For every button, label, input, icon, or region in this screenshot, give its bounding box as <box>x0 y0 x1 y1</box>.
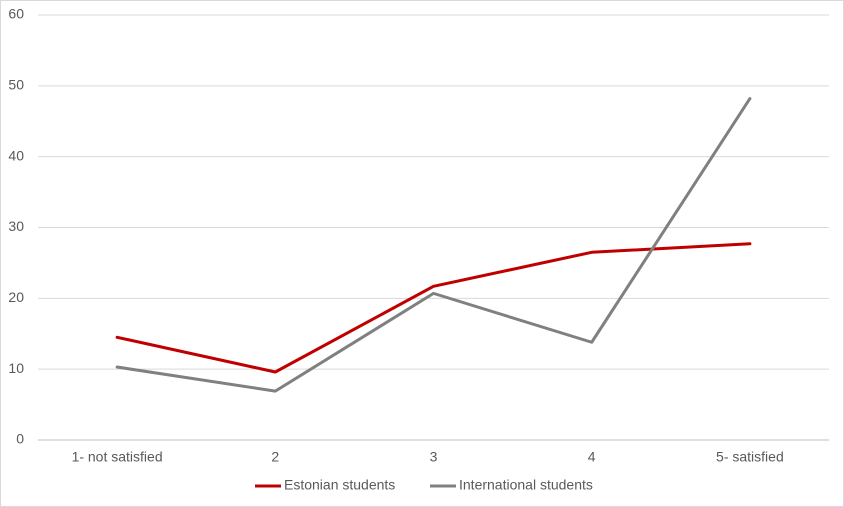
series-line <box>115 97 752 393</box>
x-tick-label: 4 <box>588 449 596 465</box>
x-tick-label: 1- not satisfied <box>72 449 163 465</box>
series-line <box>115 242 752 374</box>
y-tick-label: 20 <box>8 289 24 305</box>
x-tick-label: 2 <box>271 449 279 465</box>
y-tick-label: 10 <box>8 360 24 376</box>
legend-label: International students <box>459 477 593 493</box>
y-tick-label: 0 <box>16 431 24 447</box>
x-tick-label: 5- satisfied <box>716 449 784 465</box>
y-tick-label: 40 <box>8 147 24 163</box>
y-tick-label: 50 <box>8 77 24 93</box>
legend-label: Estonian students <box>284 477 395 493</box>
y-tick-label: 30 <box>8 218 24 234</box>
x-tick-label: 3 <box>430 449 438 465</box>
y-tick-label: 60 <box>8 6 24 22</box>
